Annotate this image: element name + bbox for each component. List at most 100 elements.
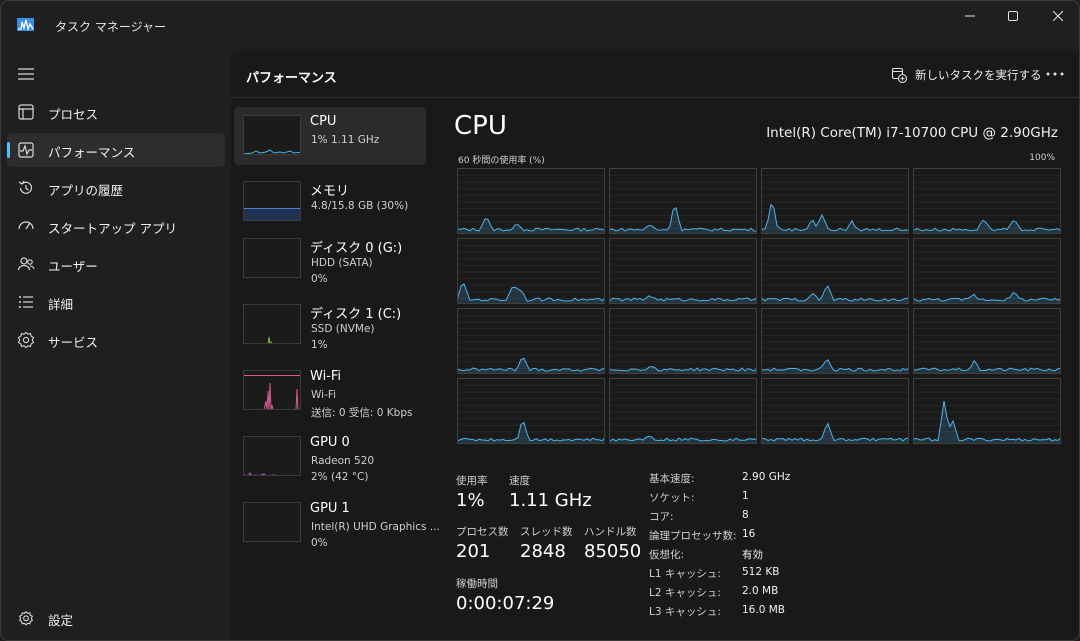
detail-title: CPU — [454, 111, 507, 141]
device-item-memory[interactable]: メモリ 4.8/15.8 GB (30%) — [234, 173, 426, 231]
close-button[interactable] — [1035, 1, 1079, 31]
sidebar-item-processes[interactable]: プロセス — [7, 95, 225, 129]
spec-label: L2 キャッシュ: — [649, 587, 721, 599]
sidebar-item-app-history[interactable]: アプリの履歴 — [7, 171, 225, 205]
sidebar-item-performance[interactable]: パフォーマンス — [7, 133, 225, 167]
active-indicator — [7, 142, 10, 158]
sidebar-item-users[interactable]: ユーザー — [7, 247, 225, 281]
sidebar-item-label: サービス — [48, 335, 99, 350]
spec-value: 2.0 MB — [742, 585, 779, 597]
spec-value: 16 — [742, 528, 756, 540]
settings-label: 設定 — [48, 613, 74, 628]
toolbar: パフォーマンス 新しいタスクを実行する — [231, 51, 1079, 98]
threads-label: スレッド数 — [520, 526, 573, 538]
device-name: GPU 0 — [310, 435, 350, 450]
logical-processor-graph — [457, 378, 605, 444]
more-options-button[interactable] — [1043, 64, 1067, 84]
speed-label: 速度 — [509, 475, 530, 487]
device-detail-throughput: 送信: 0 受信: 0 Kbps — [311, 407, 413, 419]
device-detail: SSD (NVMe) — [311, 323, 375, 335]
processes-label: プロセス数 — [456, 526, 509, 538]
hamburger-menu-icon[interactable] — [17, 67, 35, 81]
graph-max-label: 100% — [1029, 153, 1055, 163]
spec-value: 8 — [742, 509, 749, 521]
uptime-value: 0:00:07:29 — [456, 593, 555, 614]
startup-icon — [18, 221, 34, 230]
device-name: ディスク 0 (G:) — [310, 241, 403, 256]
logical-processor-graph — [457, 308, 605, 374]
usage-label: 使用率 — [456, 475, 488, 487]
logical-processor-graph — [609, 378, 757, 444]
spec-value: 2.90 GHz — [742, 471, 791, 483]
sidebar-item-settings[interactable]: 設定 — [7, 601, 225, 635]
device-detail: Radeon 520 — [311, 455, 375, 467]
sidebar-item-label: アプリの履歴 — [48, 183, 124, 198]
handles-value: 85050 — [584, 541, 642, 562]
speed-value: 1.11 GHz — [509, 490, 592, 511]
graph-caption: 60 秒間の使用率 (%) — [458, 156, 545, 166]
spec-value: 1 — [742, 490, 749, 502]
device-item-disk-1[interactable]: ディスク 1 (C:) SSD (NVMe) 1% — [234, 296, 426, 354]
spec-label: L3 キャッシュ: — [649, 606, 721, 618]
logical-processor-graphs — [457, 168, 1061, 448]
device-name: メモリ — [310, 184, 350, 199]
main-panel: パフォーマンス 新しいタスクを実行する — [231, 51, 1079, 640]
sidebar-item-details[interactable]: 詳細 — [7, 285, 225, 319]
device-thumbnail-graph — [243, 181, 301, 221]
uptime-label: 稼働時間 — [456, 578, 498, 590]
sidebar-item-label: プロセス — [48, 107, 99, 122]
performance-icon — [18, 142, 34, 158]
spec-value: 有効 — [742, 549, 763, 561]
processes-value: 201 — [456, 541, 491, 562]
run-new-task-label: 新しいタスクを実行する — [915, 68, 1042, 82]
device-detail-usage: 0% — [311, 273, 328, 285]
device-detail-usage: 0% — [311, 537, 328, 549]
processes-icon — [18, 104, 34, 120]
page-title: パフォーマンス — [246, 71, 337, 86]
title-bar: タスク マネージャー — [1, 1, 1079, 51]
users-icon — [17, 257, 35, 271]
sidebar: プロセス パフォーマンス アプリの履歴 スタートアップ アプリ — [1, 51, 231, 640]
device-item-wifi[interactable]: Wi-Fi Wi-Fi 送信: 0 受信: 0 Kbps — [234, 362, 426, 420]
spec-label: ソケット: — [649, 492, 695, 504]
logical-processor-graph — [457, 168, 605, 234]
device-detail: 1% 1.11 GHz — [311, 134, 380, 146]
logical-processor-graph — [913, 238, 1061, 304]
settings-gear-icon — [18, 611, 34, 626]
device-thumbnail-graph — [243, 115, 301, 155]
run-new-task-button[interactable]: 新しいタスクを実行する — [891, 65, 1042, 85]
device-detail: 4.8/15.8 GB (30%) — [311, 200, 409, 212]
run-new-task-icon — [891, 67, 907, 83]
sidebar-item-startup-apps[interactable]: スタートアップ アプリ — [7, 209, 225, 243]
device-name: Wi-Fi — [310, 369, 342, 384]
logical-processor-graph — [761, 168, 909, 234]
device-detail-usage: 2% (42 °C) — [311, 471, 369, 483]
sidebar-item-label: ユーザー — [48, 259, 98, 274]
sidebar-item-label: パフォーマンス — [48, 145, 136, 160]
logical-processor-graph — [761, 308, 909, 374]
spec-label: 論理プロセッサ数: — [649, 530, 737, 542]
minimize-icon — [965, 15, 975, 17]
sidebar-item-label: スタートアップ アプリ — [48, 221, 177, 236]
device-thumbnail-graph — [243, 436, 301, 476]
device-detail: Intel(R) UHD Graphics ... — [311, 521, 440, 533]
device-thumbnail-graph — [243, 238, 301, 278]
spec-label: L1 キャッシュ: — [649, 568, 721, 580]
device-item-gpu-1[interactable]: GPU 1 Intel(R) UHD Graphics ... 0% — [234, 494, 440, 552]
logical-processor-graph — [761, 378, 909, 444]
minimize-button[interactable] — [947, 1, 993, 31]
spec-value: 16.0 MB — [742, 604, 785, 616]
task-manager-app-icon — [17, 18, 34, 31]
device-item-gpu-0[interactable]: GPU 0 Radeon 520 2% (42 °C) — [234, 428, 426, 486]
logical-processor-graph — [609, 168, 757, 234]
logical-processor-graph — [609, 238, 757, 304]
spec-label: 仮想化: — [649, 549, 685, 561]
device-item-cpu[interactable]: CPU 1% 1.11 GHz — [234, 107, 426, 165]
device-item-disk-0[interactable]: ディスク 0 (G:) HDD (SATA) 0% — [234, 230, 426, 288]
close-icon — [1053, 11, 1063, 21]
maximize-button[interactable] — [990, 1, 1036, 31]
spec-label: 基本速度: — [649, 473, 695, 485]
device-detail: HDD (SATA) — [311, 257, 373, 269]
sidebar-item-services[interactable]: サービス — [7, 323, 225, 357]
